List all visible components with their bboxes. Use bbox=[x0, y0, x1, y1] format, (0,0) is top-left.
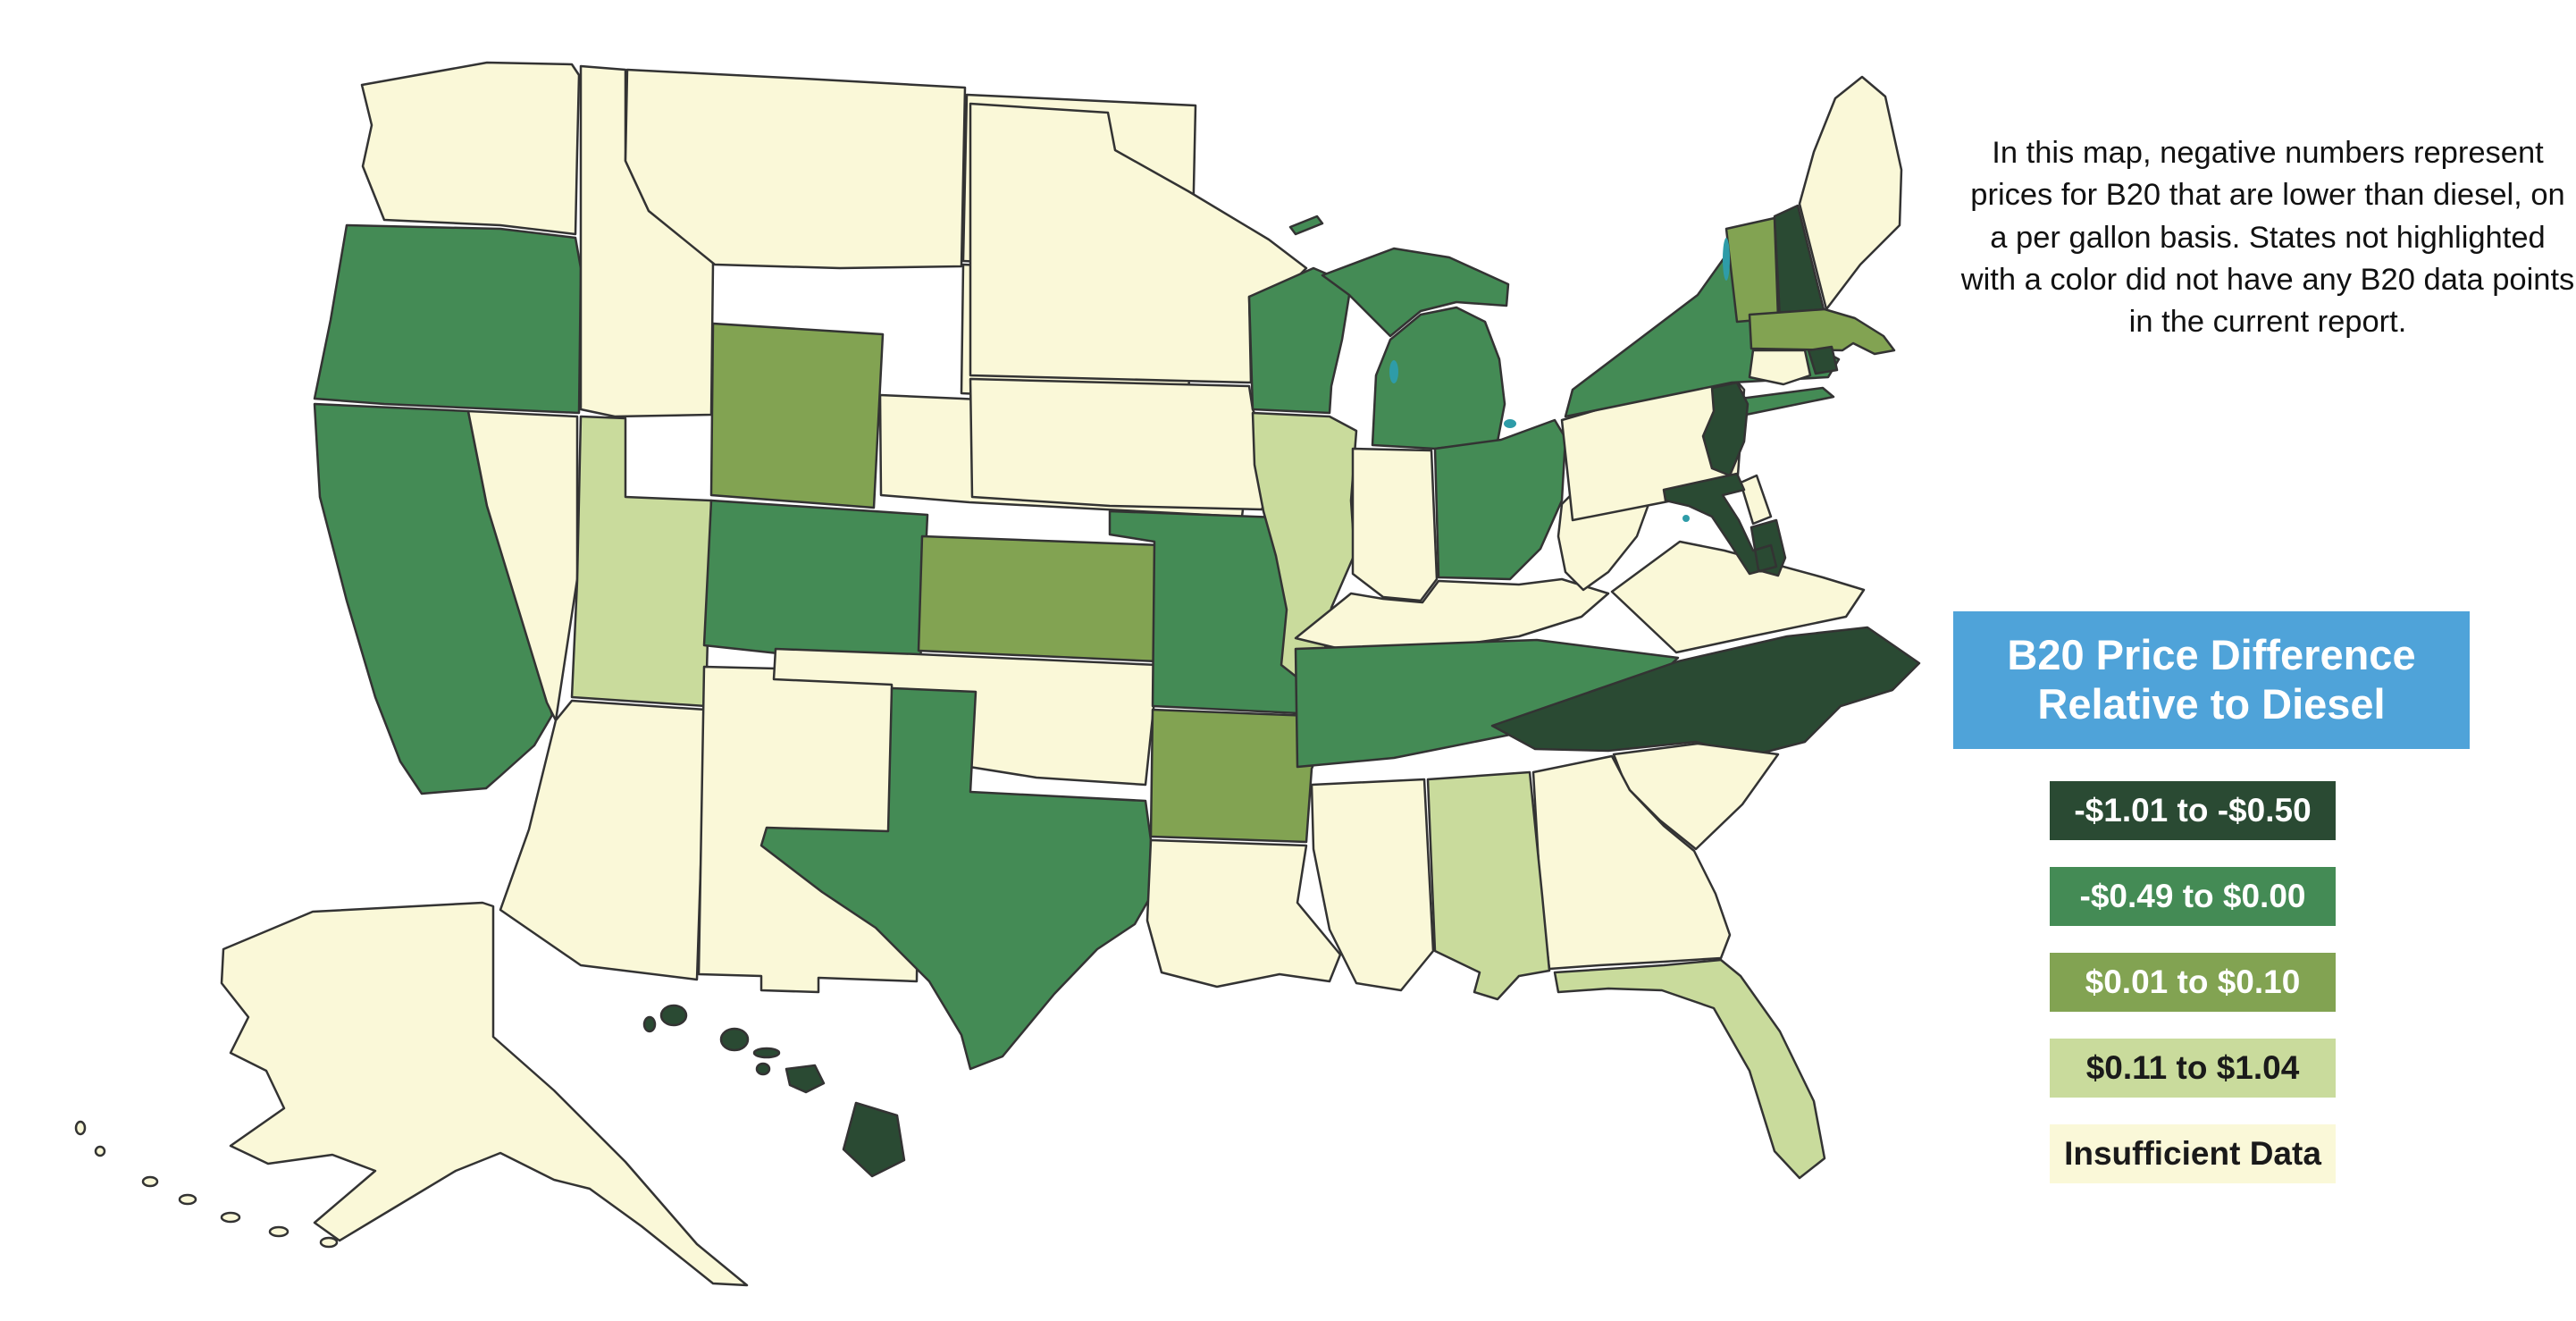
state-alaska-aleutian-island bbox=[319, 1236, 339, 1249]
state-louisiana bbox=[1145, 838, 1342, 989]
legend-item-label: Insufficient Data bbox=[2064, 1135, 2321, 1172]
legend-item-label: $0.11 to $1.04 bbox=[2085, 1049, 2300, 1086]
us-choropleth-map bbox=[74, 61, 1921, 1287]
state-alaska-aleutian-island bbox=[178, 1193, 197, 1206]
state-virginia bbox=[1610, 540, 1866, 654]
state-colorado bbox=[702, 499, 929, 665]
state-florida bbox=[1553, 958, 1826, 1180]
state-minnesota bbox=[969, 102, 1308, 384]
lake-winnebago-icon bbox=[1389, 360, 1398, 383]
state-delaware bbox=[1739, 474, 1773, 526]
legend-title: B20 Price Difference Relative to Diesel bbox=[1953, 611, 2470, 749]
state-ohio bbox=[1433, 418, 1567, 581]
legend-item-label: $0.01 to $0.10 bbox=[2085, 963, 2301, 1000]
map-annotation-text: In this map, negative numbers represent … bbox=[1960, 136, 2575, 339]
state-alaska bbox=[220, 901, 749, 1287]
state-hawaii-oahu bbox=[719, 1027, 750, 1052]
state-hawaii-niihau bbox=[642, 1015, 657, 1033]
state-wisconsin bbox=[1247, 266, 1353, 415]
state-wyoming bbox=[709, 322, 885, 509]
state-rhode-island bbox=[1807, 345, 1839, 375]
legend-item-deep-discount: -$1.01 to -$0.50 bbox=[2050, 781, 2336, 840]
state-kansas bbox=[917, 534, 1163, 663]
state-utah bbox=[570, 415, 713, 708]
state-kentucky bbox=[1294, 577, 1610, 651]
state-hawaii-lanai bbox=[755, 1062, 771, 1076]
legend-item-insufficient-data: Insufficient Data bbox=[2050, 1124, 2336, 1183]
state-alaska-aleutian-island bbox=[141, 1175, 159, 1188]
legend-item-discount: -$0.49 to $0.00 bbox=[2050, 867, 2336, 926]
state-maryland bbox=[1662, 472, 1787, 577]
legend-item-small-premium: $0.01 to $0.10 bbox=[2050, 953, 2336, 1012]
state-montana bbox=[624, 68, 967, 270]
state-alabama bbox=[1426, 770, 1551, 1001]
state-hawaii-big-island bbox=[842, 1101, 906, 1178]
potomac-lake-icon bbox=[1682, 515, 1690, 522]
state-alaska-aleutian-island bbox=[220, 1211, 241, 1224]
state-indiana bbox=[1351, 447, 1439, 602]
lake-champlain-icon bbox=[1723, 238, 1730, 281]
state-hawaii-maui bbox=[785, 1064, 826, 1094]
state-oregon bbox=[313, 223, 583, 415]
state-texas bbox=[759, 686, 1153, 1071]
state-alaska-island bbox=[74, 1120, 87, 1136]
lake-st-clair-icon bbox=[1504, 419, 1516, 428]
state-hawaii-molokai bbox=[752, 1047, 781, 1059]
state-connecticut bbox=[1748, 349, 1812, 386]
state-arizona bbox=[499, 699, 708, 981]
state-north-carolina bbox=[1490, 626, 1921, 758]
state-iowa bbox=[969, 377, 1278, 511]
state-washington bbox=[360, 61, 581, 236]
legend-item-label: -$0.49 to $0.00 bbox=[2079, 878, 2306, 914]
state-mississippi bbox=[1310, 778, 1435, 992]
legend-item-premium: $0.11 to $1.04 bbox=[2050, 1039, 2336, 1098]
state-alaska-island bbox=[94, 1145, 106, 1157]
state-alaska-aleutian-island bbox=[268, 1225, 289, 1238]
state-maine bbox=[1798, 75, 1903, 311]
legend-item-label: -$1.01 to -$0.50 bbox=[2074, 792, 2312, 829]
state-hawaii-kauai bbox=[659, 1004, 688, 1027]
